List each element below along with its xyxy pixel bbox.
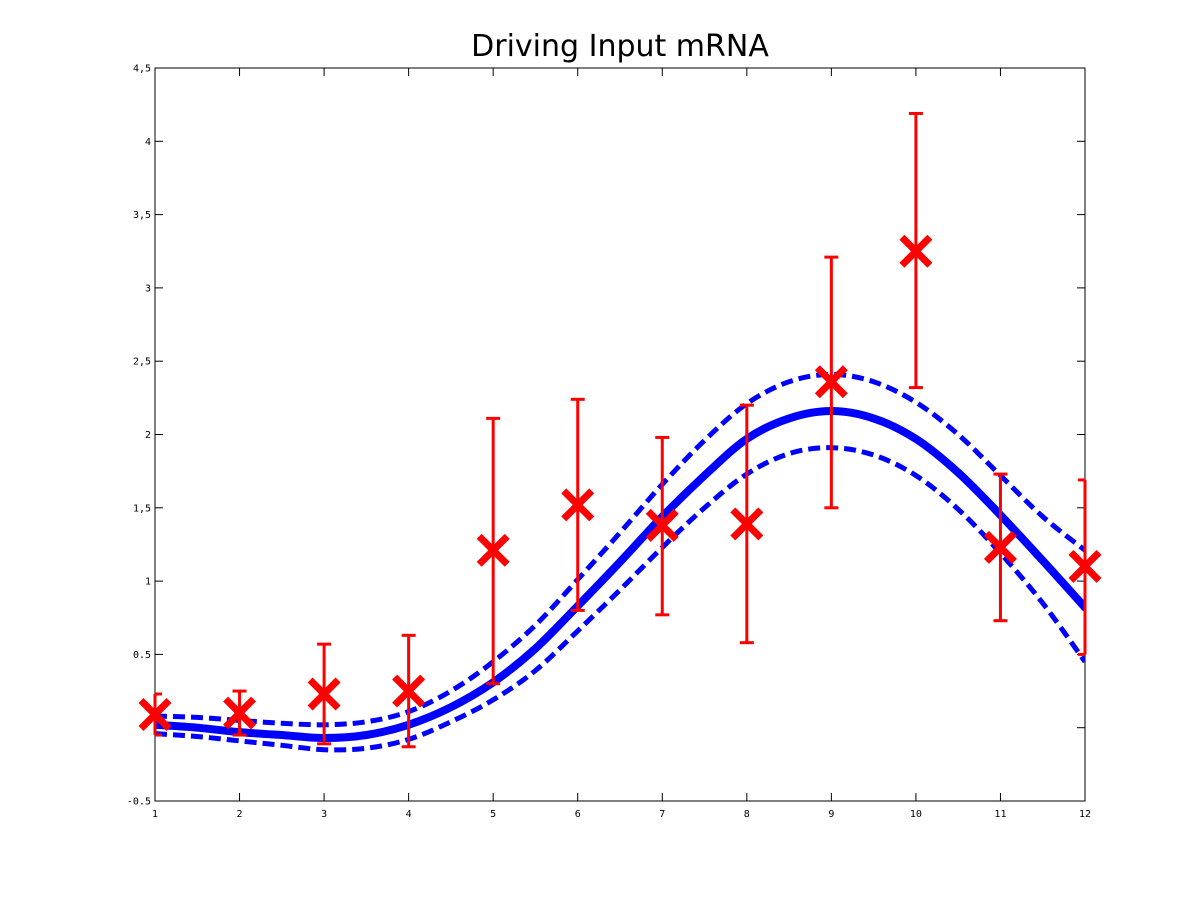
observation-marker xyxy=(814,365,848,399)
observation-marker xyxy=(138,698,172,731)
x-tick-label: 10 xyxy=(910,809,922,820)
x-tick-label: 11 xyxy=(994,809,1006,820)
x-tick-label: 9 xyxy=(828,809,834,820)
observation-marker xyxy=(476,533,510,567)
lower-confidence-line xyxy=(155,445,1085,753)
x-tick-label: 5 xyxy=(490,809,496,820)
observation-marker xyxy=(307,677,341,711)
observation-marker xyxy=(730,507,764,541)
y-tick-label: 1 xyxy=(145,577,151,588)
mean-curve-line xyxy=(155,406,1085,743)
axes-box xyxy=(154,67,1086,802)
upper-confidence-line xyxy=(155,371,1085,728)
x-tick-label: 7 xyxy=(659,809,665,820)
y-tick-label: 3,5 xyxy=(133,210,151,221)
x-tick-label: 3 xyxy=(321,809,327,820)
x-tick-label: 1 xyxy=(152,809,158,820)
plot-area: 1 2 3 4 5 6 7 8 9 10 11 12-0.50.511,522,533,544,5 xyxy=(127,64,1102,820)
y-tick-label: 3 xyxy=(145,283,151,294)
y-tick-label: 0.5 xyxy=(133,650,151,661)
observation-marker xyxy=(561,488,595,522)
y-tick-label: 2 xyxy=(145,430,151,441)
y-tick-label: 2,5 xyxy=(133,357,151,368)
chart-title: Driving Input mRNA xyxy=(471,29,769,64)
y-tick-label: 4 xyxy=(145,137,151,148)
observation-marker xyxy=(983,530,1017,564)
observation-marker xyxy=(392,674,426,708)
observation-marker xyxy=(223,696,257,730)
y-tick-label: 1,5 xyxy=(133,503,151,514)
x-tick-label: 2 xyxy=(237,809,243,820)
y-tick-label: -0.5 xyxy=(127,797,151,808)
observation-marker xyxy=(899,234,933,268)
x-tick-label: 8 xyxy=(744,809,750,820)
x-tick-label: 6 xyxy=(575,809,581,820)
observation-marker xyxy=(1068,549,1102,583)
y-tick-label: 4,5 xyxy=(133,64,151,75)
observation-marker xyxy=(645,508,679,542)
x-tick-label: 4 xyxy=(406,809,412,820)
x-tick-label: 12 xyxy=(1079,809,1091,820)
